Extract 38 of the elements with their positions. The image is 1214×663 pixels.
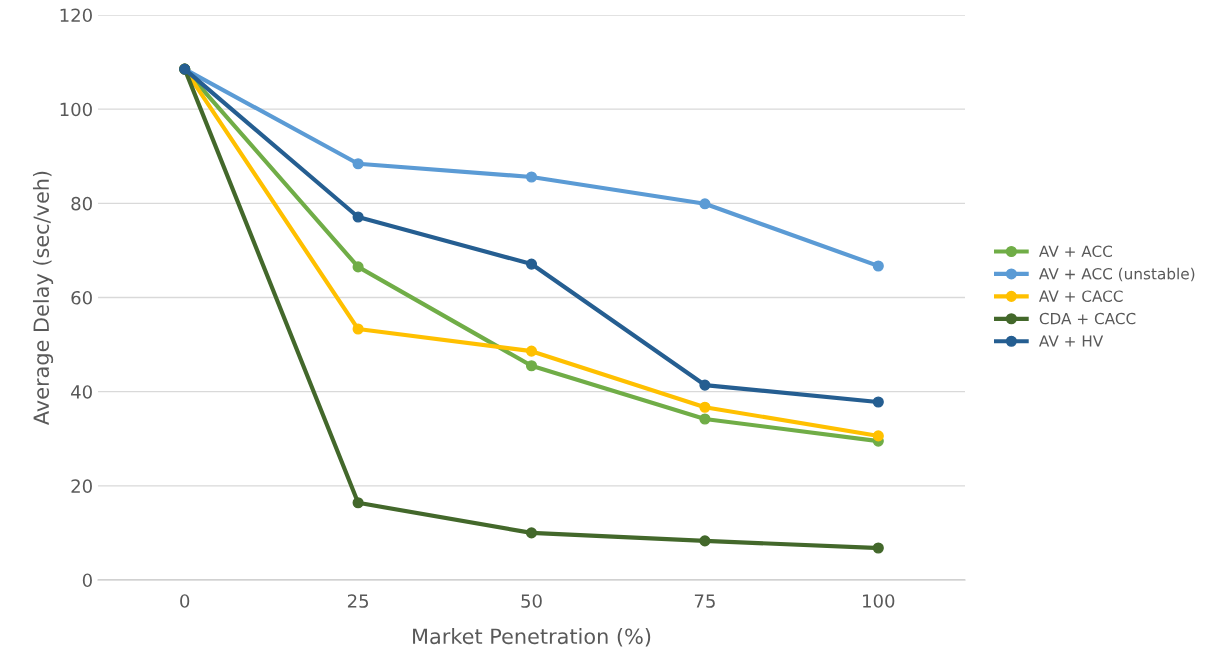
point — [352, 323, 364, 335]
legend-label: CDA + CACC — [1039, 312, 1136, 325]
point — [872, 430, 884, 442]
point — [352, 261, 364, 273]
point — [525, 345, 538, 357]
legend-label: AV + ACC — [1038, 245, 1112, 258]
y-axis-title: Average Delay (sec/veh) — [32, 171, 54, 425]
point — [525, 171, 538, 183]
x-tick-label: 100 — [863, 594, 895, 608]
point — [352, 211, 364, 223]
legend-label: AV + ACC (unstable) — [1038, 267, 1195, 282]
point — [699, 379, 711, 391]
x-tick-label: 0 — [180, 594, 190, 608]
x-axis-title: Market Penetration (%) — [413, 628, 651, 647]
point — [699, 401, 711, 413]
point — [699, 413, 711, 425]
point — [525, 527, 538, 539]
point — [699, 198, 711, 210]
y-tick-label: 60 — [71, 290, 92, 305]
point — [872, 542, 884, 554]
x-tick-label: 75 — [694, 594, 715, 608]
point — [525, 258, 538, 270]
y-tick-label: 100 — [60, 102, 92, 117]
x-tick-label: 25 — [347, 594, 369, 608]
y-tick-label: 0 — [82, 573, 92, 588]
point — [872, 260, 884, 272]
point — [525, 360, 538, 372]
y-tick-label: 80 — [71, 196, 92, 211]
point — [872, 396, 884, 408]
point — [352, 497, 364, 509]
point — [699, 535, 711, 547]
y-tick-label: 40 — [71, 385, 92, 399]
y-tick-label: 20 — [71, 479, 92, 493]
y-tick-label: 120 — [60, 8, 92, 23]
point — [352, 158, 364, 170]
legend-label: AV + CACC — [1038, 290, 1123, 302]
legend-label: AV + HV — [1038, 335, 1104, 347]
x-tick-label: 50 — [521, 594, 542, 608]
